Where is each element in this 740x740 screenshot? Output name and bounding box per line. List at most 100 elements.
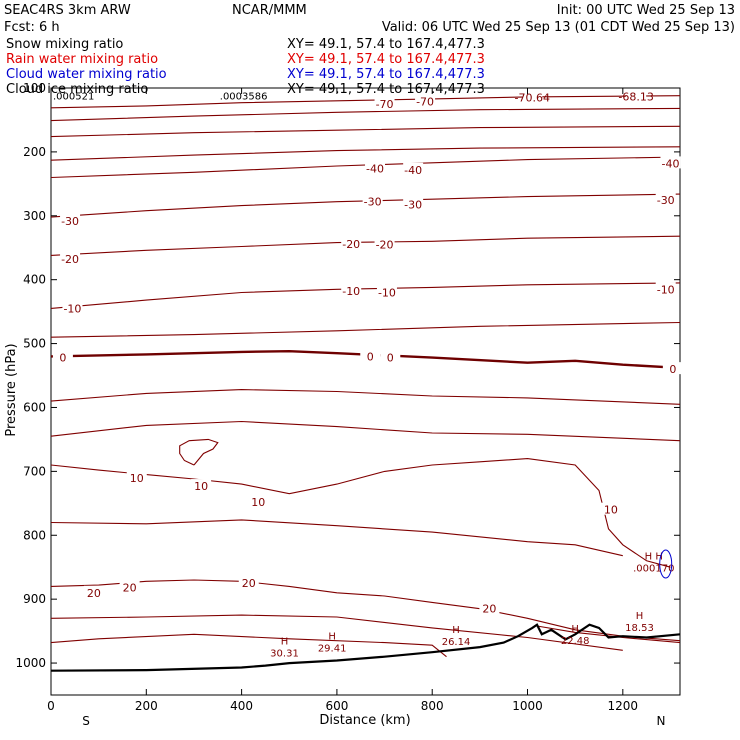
high-value: 29.41	[318, 644, 347, 655]
contour-label: -20	[376, 239, 394, 252]
label-mask	[600, 502, 621, 515]
high-marker: H	[636, 611, 644, 622]
y-tick-label: 800	[23, 528, 46, 542]
y-tick-label: 100	[23, 81, 46, 95]
x-tick-label: 200	[135, 699, 158, 713]
label-mask	[660, 156, 681, 169]
contour-layer	[50, 95, 681, 658]
label-mask	[360, 349, 381, 362]
label-mask	[415, 94, 436, 107]
contour-label: -30	[404, 198, 422, 211]
y-tick-label: 200	[23, 145, 46, 159]
label-mask	[341, 284, 362, 297]
label-mask	[655, 282, 676, 295]
center-name: NCAR/MMM	[232, 3, 307, 18]
label-mask	[83, 585, 104, 598]
y-tick-label: 400	[23, 273, 46, 287]
isotherm-line	[50, 146, 681, 161]
label-mask	[365, 161, 386, 174]
contour-label: -10	[342, 285, 360, 298]
label-mask	[248, 495, 269, 508]
isotherm-line	[50, 235, 681, 256]
extreme-value: .0003586	[220, 92, 268, 103]
label-mask	[655, 192, 676, 205]
high-marker: H	[571, 624, 579, 635]
high-marker: H	[328, 632, 336, 643]
figure-header: SEAC4RS 3km ARW NCAR/MMM Init: 00 UTC We…	[4, 3, 735, 97]
label-mask	[626, 89, 647, 102]
label-mask	[119, 580, 140, 593]
north-label: N	[657, 714, 666, 728]
contour-label: 0	[669, 363, 676, 376]
x-tick-label: 1200	[608, 699, 639, 713]
contour-label: -20	[342, 238, 360, 251]
label-mask	[60, 252, 81, 265]
extreme-value: .000521	[53, 92, 94, 103]
isotherm-line	[50, 321, 681, 338]
x-tick-label: 0	[47, 699, 55, 713]
contour-label: -40	[404, 164, 422, 177]
isotherm-line	[50, 107, 681, 122]
contour-label: 10	[604, 504, 618, 517]
x-tick-label: 800	[421, 699, 444, 713]
isotherm-line	[50, 579, 681, 642]
contour-label: -70	[416, 95, 434, 108]
high-value: 22.48	[561, 636, 590, 647]
contour-label: -10	[63, 302, 81, 315]
label-mask	[126, 470, 147, 483]
contour-label: -20	[61, 253, 79, 266]
contour-label: 20	[123, 582, 137, 595]
label-mask	[662, 362, 683, 375]
isotherm-line	[536, 625, 681, 644]
contour-label: 0	[59, 352, 66, 365]
label-mask	[376, 285, 397, 298]
contour-label: -68.13	[618, 90, 653, 103]
model-name: SEAC4RS 3km ARW	[4, 3, 131, 18]
high-value: .000170	[633, 564, 674, 575]
contour-label-layer: -70 -70 -70.64 -68.13 -40 -40 -40 -30 -30 -30 -30 -…	[52, 89, 683, 660]
label-mask	[374, 237, 395, 250]
isotherm-line	[50, 420, 681, 442]
contour-label: 0	[387, 352, 394, 365]
contour-label: -10	[378, 286, 396, 299]
label-mask	[62, 301, 83, 314]
field-name: Snow mixing ratio	[6, 37, 123, 52]
isotherm-line	[50, 614, 623, 651]
contour-label: 10	[251, 496, 265, 509]
field-name: Rain water mixing ratio	[6, 52, 158, 67]
isotherm-line	[50, 125, 681, 138]
x-axis-title: Distance (km)	[319, 713, 410, 728]
contour-label: 20	[87, 587, 101, 600]
label-mask	[362, 194, 383, 207]
y-tick-label: 500	[23, 337, 46, 351]
field-name: Cloud water mixing ratio	[6, 67, 167, 82]
terrain-layer	[50, 623, 681, 672]
high-value: 30.31	[270, 649, 299, 660]
contour-label: -30	[61, 215, 79, 228]
isotherm-line	[50, 458, 671, 568]
x-tick-label: 600	[325, 699, 348, 713]
isotherm-loop	[179, 438, 219, 466]
x-tick-label: 400	[230, 699, 253, 713]
isotherm-line	[50, 193, 681, 218]
contour-label: -70	[376, 98, 394, 111]
y-axis-title: Pressure (hPa)	[4, 343, 19, 436]
contour-label: -30	[657, 194, 675, 207]
high-marker: H	[281, 637, 289, 648]
high-value: 18.53	[625, 623, 654, 634]
plot-frame	[50, 87, 681, 696]
label-mask	[191, 479, 212, 492]
field-xy: XY= 49.1, 57.4 to 167.4,477.3	[287, 52, 485, 67]
isotherm-line	[50, 389, 681, 405]
contour-label: 10	[130, 472, 144, 485]
y-tick-label: 300	[23, 209, 46, 223]
label-mask	[479, 601, 500, 614]
high-marker: H	[452, 625, 460, 636]
label-mask	[238, 576, 259, 589]
init-time: Init: 00 UTC Wed 25 Sep 13	[557, 3, 735, 18]
field-xy: XY= 49.1, 57.4 to 167.4,477.3	[287, 67, 485, 82]
isotherm-line	[50, 633, 447, 658]
terrain-line	[50, 623, 681, 672]
